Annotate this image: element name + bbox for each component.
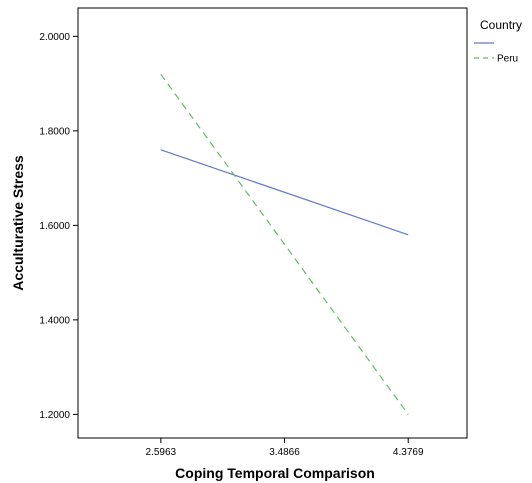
y-tick-label: 1.6000 bbox=[39, 221, 70, 232]
x-tick-label: 4.3769 bbox=[393, 447, 424, 458]
y-tick-label: 1.8000 bbox=[39, 126, 70, 137]
y-tick-label: 1.2000 bbox=[39, 410, 70, 421]
legend-title: Country bbox=[480, 18, 522, 32]
legend-items: Peru bbox=[474, 42, 518, 65]
plot-area bbox=[77, 7, 468, 439]
x-tick-label: 2.5963 bbox=[146, 447, 177, 458]
legend: Country Peru bbox=[474, 18, 522, 65]
series-line-2 bbox=[160, 73, 409, 415]
y-axis-ticks: 1.2000 1.4000 1.6000 1.8000 2.0000 bbox=[39, 32, 78, 421]
series-lines bbox=[160, 73, 409, 415]
y-tick-label: 2.0000 bbox=[39, 32, 70, 43]
x-tick-label: 3.4866 bbox=[269, 447, 300, 458]
x-axis-ticks: 2.5963 3.4866 4.3769 bbox=[146, 438, 424, 458]
y-axis-title: Acculturative Stress bbox=[10, 155, 26, 291]
series-line-1 bbox=[160, 149, 409, 236]
legend-label-2: Peru bbox=[497, 54, 518, 65]
x-axis-title: Coping Temporal Comparison bbox=[175, 465, 375, 481]
y-tick-label: 1.4000 bbox=[39, 315, 70, 326]
